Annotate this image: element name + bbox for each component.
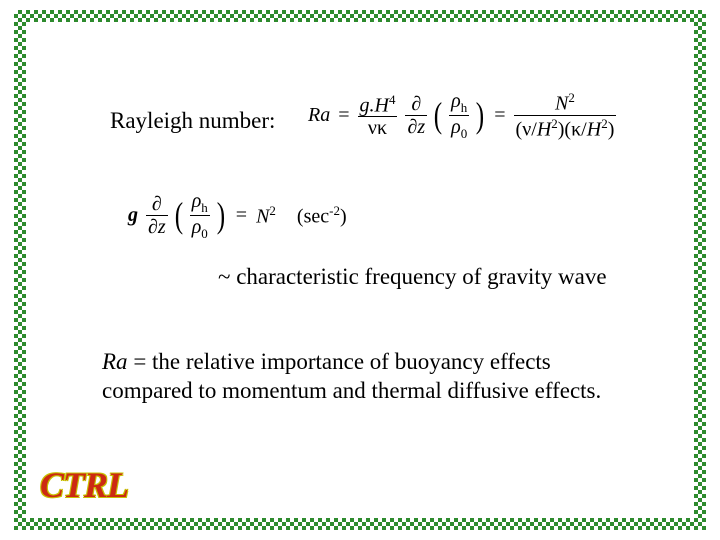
eq1-rhs-num-var: N <box>555 93 568 115</box>
eq2-d-den-pref: ∂ <box>148 216 158 238</box>
eq1-t1-num-exp: 4 <box>389 92 396 107</box>
eq2-units: (sec-2) <box>281 203 347 229</box>
ra-symbol: Ra <box>102 349 128 374</box>
eq1-t1-den: νκ <box>358 117 398 138</box>
eq1-t2-den-var: z <box>417 116 425 138</box>
ra-def-line1: = the relative importance of buoyancy ef… <box>128 349 551 374</box>
eq2-ddz: ∂ ∂z <box>146 194 168 237</box>
eq1-rhs-b-var: κ <box>571 119 581 141</box>
eq2-rparen: ) <box>217 201 225 230</box>
eq2-rhs: N2 <box>256 203 276 229</box>
eq1-t2-den-pref: ∂ <box>407 116 417 138</box>
eq2-rhs-exp: 2 <box>269 203 276 218</box>
characteristic-text: ~ characteristic frequency of gravity wa… <box>218 264 607 290</box>
eq1-rhs-b-exp: 2 <box>601 116 608 131</box>
slide-content: Rayleigh number: Ra = g.H4 νκ ∂ ∂z ( ρh … <box>0 0 720 540</box>
eq1-rhs-a-div: H <box>537 119 551 141</box>
eq2-lparen: ( <box>174 201 182 230</box>
equation-rayleigh: Ra = g.H4 νκ ∂ ∂z ( ρh ρ0 ) = N2 (ν/H2)(… <box>308 91 616 140</box>
eq2-rho-num-sub: h <box>201 200 208 215</box>
eq2-equals: = <box>232 204 251 227</box>
eq2-d-den-var: z <box>158 216 166 238</box>
eq2-rho-num-var: ρ <box>192 190 202 212</box>
eq1-rhs-a-var: ν <box>522 119 531 141</box>
eq1-t3-den-var: ρ <box>451 116 461 138</box>
eq1-t3-num-sub: h <box>461 100 468 115</box>
eq1-equals-1: = <box>335 104 352 127</box>
eq2-unit-close: ) <box>340 205 347 227</box>
eq2-rho-den-var: ρ <box>192 216 202 238</box>
eq1-t1-num-prefix: g.H <box>360 94 389 116</box>
eq2-unit-open: (sec <box>297 205 329 227</box>
eq2-rho-den-sub: 0 <box>201 226 208 241</box>
eq2-rhs-var: N <box>256 205 269 227</box>
equation-n-squared: g ∂ ∂z ( ρh ρ0 ) = N2 (sec-2) <box>128 191 347 240</box>
eq2-unit-exp: -2 <box>329 203 340 218</box>
eq1-t3-den-sub: 0 <box>461 126 468 141</box>
eq1-lhs: Ra <box>308 104 330 127</box>
eq1-rhs: N2 (ν/H2)(κ/H2) <box>514 91 617 139</box>
ra-definition: Ra = the relative importance of buoyancy… <box>102 348 642 406</box>
eq1-equals-2: = <box>491 104 508 127</box>
eq2-d-num: ∂ <box>146 194 168 216</box>
eq1-rhs-num-exp: 2 <box>568 90 575 105</box>
eq1-lparen-1: ( <box>434 101 442 130</box>
rayleigh-label: Rayleigh number: <box>110 108 275 134</box>
eq1-term3: ρh ρ0 <box>449 91 469 140</box>
eq2-rho-frac: ρh ρ0 <box>190 191 210 240</box>
eq1-t3-num-var: ρ <box>451 90 461 112</box>
eq1-rhs-a-exp: 2 <box>551 116 558 131</box>
eq1-rhs-b-div: H <box>587 119 601 141</box>
eq1-t2-num: ∂ <box>405 94 427 116</box>
eq1-term1: g.H4 νκ <box>358 93 398 139</box>
eq1-rparen-1: ) <box>476 101 484 130</box>
ra-def-line2: compared to momentum and thermal diffusi… <box>102 378 601 403</box>
eq2-g: g <box>128 204 138 227</box>
ctrl-logo: CTRL <box>40 464 128 506</box>
eq1-term2: ∂ ∂z <box>405 94 427 137</box>
